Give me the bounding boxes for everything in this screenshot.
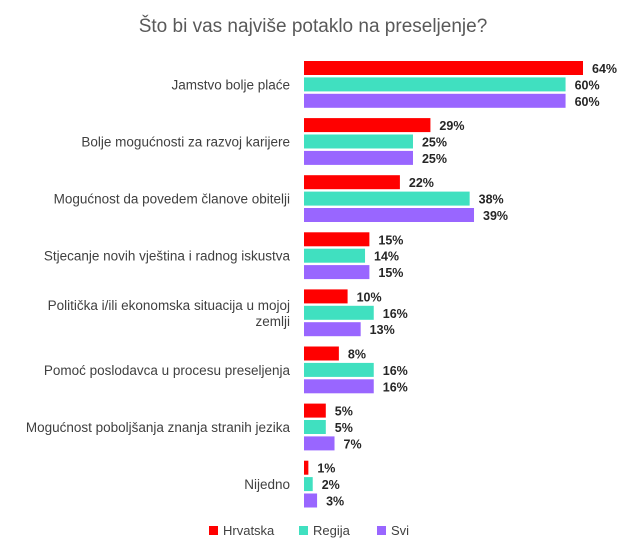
- value-label-hrvatska-bolje-mogucnosti-za-razvoj-karijere: 29%: [439, 119, 464, 133]
- bar-regija-stjecanje-novih-vjestina-i-radnog-iskustva: [304, 248, 366, 263]
- bars: [304, 61, 583, 508]
- bar-regija-politicka-i-ili-ekonomska-situacija-u-mojoj-zemlji: [304, 305, 374, 320]
- category-labels: Jamstvo bolje plaće Bolje mogućnosti za r…: [26, 77, 291, 492]
- value-label-svi-nijedno: 3%: [326, 495, 344, 509]
- bar-regija-jamstvo-bolje-place: [304, 77, 566, 92]
- value-label-regija-nijedno: 2%: [322, 478, 340, 492]
- bar-regija-mogucnost-poboljsanja-znanja-stranih-jezika: [304, 420, 326, 434]
- legend-swatch-svi: [377, 526, 386, 535]
- value-label-hrvatska-jamstvo-bolje-place: 64%: [592, 62, 617, 76]
- bar-svi-pomoc-poslodavca-u-procesu-preseljenja: [304, 379, 374, 394]
- value-label-regija-mogucnost-poboljsanja-znanja-stranih-jezika: 5%: [335, 421, 353, 435]
- value-label-regija-politicka-i-ili-ekonomska-situacija-u-mojoj-zemlji: 16%: [383, 307, 408, 321]
- bar-svi-bolje-mogucnosti-za-razvoj-karijere: [304, 150, 413, 165]
- value-label-regija-pomoc-poslodavca-u-procesu-preseljenja: 16%: [383, 364, 408, 378]
- bar-svi-mogucnost-da-povedem-clanove-obitelji: [304, 208, 475, 222]
- value-label-hrvatska-politicka-i-ili-ekonomska-situacija-u-mojoj-zemlji: 10%: [357, 290, 382, 304]
- value-label-svi-pomoc-poslodavca-u-procesu-preseljenja: 16%: [383, 380, 408, 394]
- legend-label-svi: Svi: [391, 523, 409, 538]
- value-label-regija-stjecanje-novih-vjestina-i-radnog-iskustva: 14%: [374, 250, 399, 264]
- legend: Hrvatska Regija Svi: [209, 523, 409, 538]
- value-label-svi-mogucnost-da-povedem-clanove-obitelji: 39%: [483, 209, 508, 223]
- bar-hrvatska-politicka-i-ili-ekonomska-situacija-u-mojoj-zemlji: [304, 289, 348, 304]
- category-label-stjecanje-novih-vjestina-i-radnog-iskustva: Stjecanje novih vještina i radnog iskust…: [44, 249, 291, 264]
- bar-svi-nijedno: [304, 493, 318, 508]
- bar-hrvatska-stjecanje-novih-vjestina-i-radnog-iskustva: [304, 232, 370, 247]
- category-label-jamstvo-bolje-place: Jamstvo bolje plaće: [171, 77, 290, 92]
- legend-label-regija: Regija: [313, 523, 351, 538]
- bar-regija-bolje-mogucnosti-za-razvoj-karijere: [304, 134, 413, 149]
- bar-hrvatska-pomoc-poslodavca-u-procesu-preseljenja: [304, 346, 339, 361]
- value-label-svi-politicka-i-ili-ekonomska-situacija-u-mojoj-zemlji: 13%: [370, 323, 395, 337]
- bar-svi-mogucnost-poboljsanja-znanja-stranih-jezika: [304, 436, 335, 451]
- category-label-mogucnost-da-povedem-clanove-obitelji: Mogućnost da povedem članove obitelji: [54, 192, 290, 207]
- value-label-regija-mogucnost-da-povedem-clanove-obitelji: 38%: [479, 193, 504, 207]
- value-label-hrvatska-stjecanje-novih-vjestina-i-radnog-iskustva: 15%: [378, 233, 403, 247]
- value-label-svi-bolje-mogucnosti-za-razvoj-karijere: 25%: [422, 152, 447, 166]
- value-label-svi-stjecanje-novih-vjestina-i-radnog-iskustva: 15%: [378, 266, 403, 280]
- category-label-bolje-mogucnosti-za-razvoj-karijere: Bolje mogućnosti za razvoj karijere: [81, 135, 290, 150]
- value-label-svi-jamstvo-bolje-place: 60%: [575, 95, 600, 109]
- bar-hrvatska-mogucnost-da-povedem-clanove-obitelji: [304, 175, 400, 190]
- bar-regija-mogucnost-da-povedem-clanove-obitelji: [304, 191, 470, 206]
- bar-hrvatska-mogucnost-poboljsanja-znanja-stranih-jezika: [304, 403, 326, 418]
- bar-svi-politicka-i-ili-ekonomska-situacija-u-mojoj-zemlji: [304, 322, 361, 337]
- category-label-nijedno: Nijedno: [244, 477, 290, 492]
- value-label-hrvatska-mogucnost-poboljsanja-znanja-stranih-jezika: 5%: [335, 405, 353, 419]
- value-label-hrvatska-nijedno: 1%: [317, 462, 335, 476]
- value-label-regija-bolje-mogucnosti-za-razvoj-karijere: 25%: [422, 136, 447, 150]
- category-label-politicka-i-ili-ekonomska-situacija-u-mojoj-zemlji-line-2: zemlji: [255, 314, 290, 329]
- legend-swatch-regija: [299, 526, 308, 535]
- value-label-hrvatska-mogucnost-da-povedem-clanove-obitelji: 22%: [409, 176, 434, 190]
- bar-hrvatska-bolje-mogucnosti-za-razvoj-karijere: [304, 118, 431, 133]
- legend-swatch-hrvatska: [209, 526, 218, 535]
- value-labels: 64%60%60%29%25%25%22%38%39%15%14%15%10%1…: [317, 62, 617, 509]
- bar-regija-pomoc-poslodavca-u-procesu-preseljenja: [304, 362, 374, 377]
- category-label-pomoc-poslodavca-u-procesu-preseljenja: Pomoć poslodavca u procesu preseljenja: [44, 363, 291, 378]
- bar-hrvatska-nijedno: [304, 460, 309, 475]
- category-label-mogucnost-poboljsanja-znanja-stranih-jezika: Mogućnost poboljšanja znanja stranih jez…: [26, 420, 291, 435]
- value-label-svi-mogucnost-poboljsanja-znanja-stranih-jezika: 7%: [344, 437, 362, 451]
- bar-hrvatska-jamstvo-bolje-place: [304, 61, 583, 75]
- legend-label-hrvatska: Hrvatska: [223, 523, 275, 538]
- value-label-regija-jamstvo-bolje-place: 60%: [575, 78, 600, 92]
- bar-svi-jamstvo-bolje-place: [304, 93, 566, 108]
- bar-svi-stjecanje-novih-vjestina-i-radnog-iskustva: [304, 265, 370, 280]
- category-label-politicka-i-ili-ekonomska-situacija-u-mojoj-zemlji-line-1: Politička i/ili ekonomska situacija u mo…: [48, 298, 290, 313]
- bar-regija-nijedno: [304, 477, 313, 492]
- value-label-hrvatska-pomoc-poslodavca-u-procesu-preseljenja: 8%: [348, 348, 366, 362]
- chart-title: Što bi vas najviše potaklo na preseljenj…: [139, 15, 488, 37]
